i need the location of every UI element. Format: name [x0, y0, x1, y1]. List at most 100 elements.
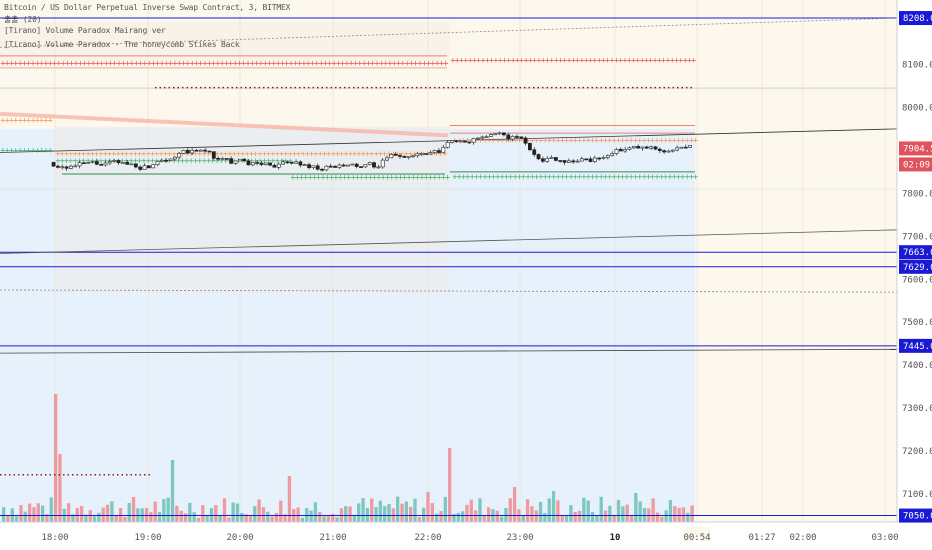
orange-cross-row-c-mark: +	[624, 137, 630, 145]
green-cross-row-d-mark: +	[689, 173, 695, 181]
orange-cross-row-b-mark: +	[287, 150, 293, 158]
green-cross-row-d-mark: +	[534, 173, 540, 181]
red-cross-row-a-mark: +	[0, 60, 6, 68]
red-cross-row-b-mark: +	[476, 56, 482, 64]
candle-body	[558, 160, 563, 162]
orange-cross-row-c-mark: +	[607, 137, 613, 145]
volume-bar	[603, 510, 608, 522]
volume-bar	[521, 515, 525, 522]
time-tick-label: 20:00	[226, 533, 253, 543]
green-cross-row-d-mark: +	[671, 173, 677, 181]
orange-cross-row-b-mark: +	[145, 150, 151, 158]
green-cross-row-c-mark: +	[410, 174, 416, 182]
green-cross-row-b-mark: +	[253, 157, 259, 165]
orange-cross-row-b-mark: +	[274, 150, 280, 158]
red-cross-row-a-mark: +	[400, 60, 406, 68]
volume-bar	[538, 501, 543, 522]
volume-bar	[370, 498, 374, 522]
price-tag: 8208.0	[899, 11, 932, 26]
volume-bar	[435, 513, 439, 522]
green-cross-row-c-mark: +	[337, 174, 343, 182]
candle-body	[636, 146, 641, 149]
red-cross-row-b-mark: +	[626, 56, 632, 64]
volume-bar	[357, 503, 361, 522]
green-cross-row-b-mark: +	[81, 157, 87, 165]
volume-bar	[595, 515, 599, 522]
red-cross-row-a-mark: +	[112, 60, 118, 68]
horizontal-levels[interactable]	[0, 17, 932, 517]
candle-body	[523, 137, 528, 144]
time-tick-label: 02:00	[789, 533, 816, 543]
green-cross-row-a-mark: +	[9, 147, 15, 155]
candle-body	[194, 149, 199, 152]
red-cross-row-a-mark: +	[245, 60, 251, 68]
volume-bar	[348, 506, 352, 522]
green-cross-row-b-mark: +	[77, 157, 83, 165]
volume-bar	[214, 505, 218, 522]
volume-bar	[227, 517, 231, 522]
red-cross-row-b-mark: +	[652, 56, 658, 64]
green-cross-row-d-mark: +	[517, 173, 523, 181]
red-cross-row-a-mark: +	[301, 60, 307, 68]
green-cross-row-c-mark: +	[372, 174, 378, 182]
red-cross-row-a-mark: +	[202, 60, 208, 68]
green-cross-row-c-mark: +	[342, 174, 348, 182]
volume-bar	[443, 496, 447, 522]
price-axis[interactable]: 7050.0 7100.0 7200.0 7300.0 7400.0 7500.0 7600…	[896, 0, 932, 550]
green-cross-row-b-mark: +	[175, 157, 181, 165]
price-tag-box	[899, 508, 932, 523]
green-cross-row-b-mark: +	[120, 157, 126, 165]
price-tick-label: 7800.0	[902, 189, 932, 199]
time-axis[interactable]: 18:00 19:00 20:00 21:00 22:00 23:00 10 00:54 01:…	[0, 521, 932, 550]
candle-body	[666, 150, 671, 153]
candle-body	[60, 166, 65, 169]
orange-cross-row-b-mark: +	[339, 150, 345, 158]
red-cross-row-b-mark: +	[545, 56, 551, 64]
green-cross-row-b-mark: +	[210, 157, 216, 165]
red-cross-row-b-mark: +	[510, 56, 516, 64]
green-cross-row-d-mark: +	[607, 173, 613, 181]
volume-bar	[101, 507, 105, 522]
volume-bar	[123, 516, 127, 522]
orange-cross-row-b-mark: +	[283, 150, 289, 158]
indicator-legend-2[interactable]: [Tirano] Volume Paradox - The honeycomb …	[4, 40, 240, 49]
red-cross-row-a-mark: +	[120, 60, 126, 68]
price-tag-label: 7629.0	[903, 263, 932, 273]
orange-cross-row-b-mark: +	[335, 150, 341, 158]
orange-cross-row-b-mark: +	[68, 150, 74, 158]
volume-bar	[92, 516, 97, 522]
green-cross-row-b-mark: +	[223, 157, 229, 165]
orange-cross-row-c-mark: +	[637, 137, 643, 145]
red-cross-row-a-mark: +	[26, 60, 32, 68]
volume-bar	[504, 507, 508, 522]
green-cross-row-d-mark: +	[637, 173, 643, 181]
orange-cross-row-c-mark: +	[547, 137, 553, 145]
price-tag-box	[899, 141, 932, 156]
orange-cross-row-b-mark: +	[150, 150, 156, 158]
volume-bar	[508, 498, 512, 522]
red-cross-row-a-mark: +	[396, 60, 402, 68]
volume-bar	[170, 460, 175, 522]
ma-legend[interactable]: 출출 (20)	[4, 15, 42, 24]
red-cross-row-a-mark: +	[22, 60, 28, 68]
red-cross-row-b-mark: +	[605, 56, 611, 64]
orange-cross-row-c-mark: +	[641, 137, 647, 145]
indicator-legend-1[interactable]: [Tirano] Volume Paradox Mairang ver	[4, 26, 166, 35]
candle-body	[571, 160, 576, 163]
green-cross-row-d-mark: +	[568, 173, 574, 181]
red-cross-row-b-mark: +	[467, 56, 473, 64]
volume-bar	[287, 476, 292, 522]
candle-body	[307, 164, 311, 168]
volume-bar	[612, 515, 616, 522]
green-cross-row-d-mark: +	[633, 173, 639, 181]
candle-body	[437, 150, 441, 153]
candle-body	[376, 166, 381, 169]
orange-cross-row-b-mark: +	[322, 150, 328, 158]
candle-body	[328, 165, 333, 168]
red-cross-row-b-mark: +	[493, 56, 499, 64]
candle-body	[527, 142, 532, 151]
candle-body	[302, 164, 307, 166]
volume-bar	[465, 504, 469, 522]
candle-body	[510, 136, 515, 140]
